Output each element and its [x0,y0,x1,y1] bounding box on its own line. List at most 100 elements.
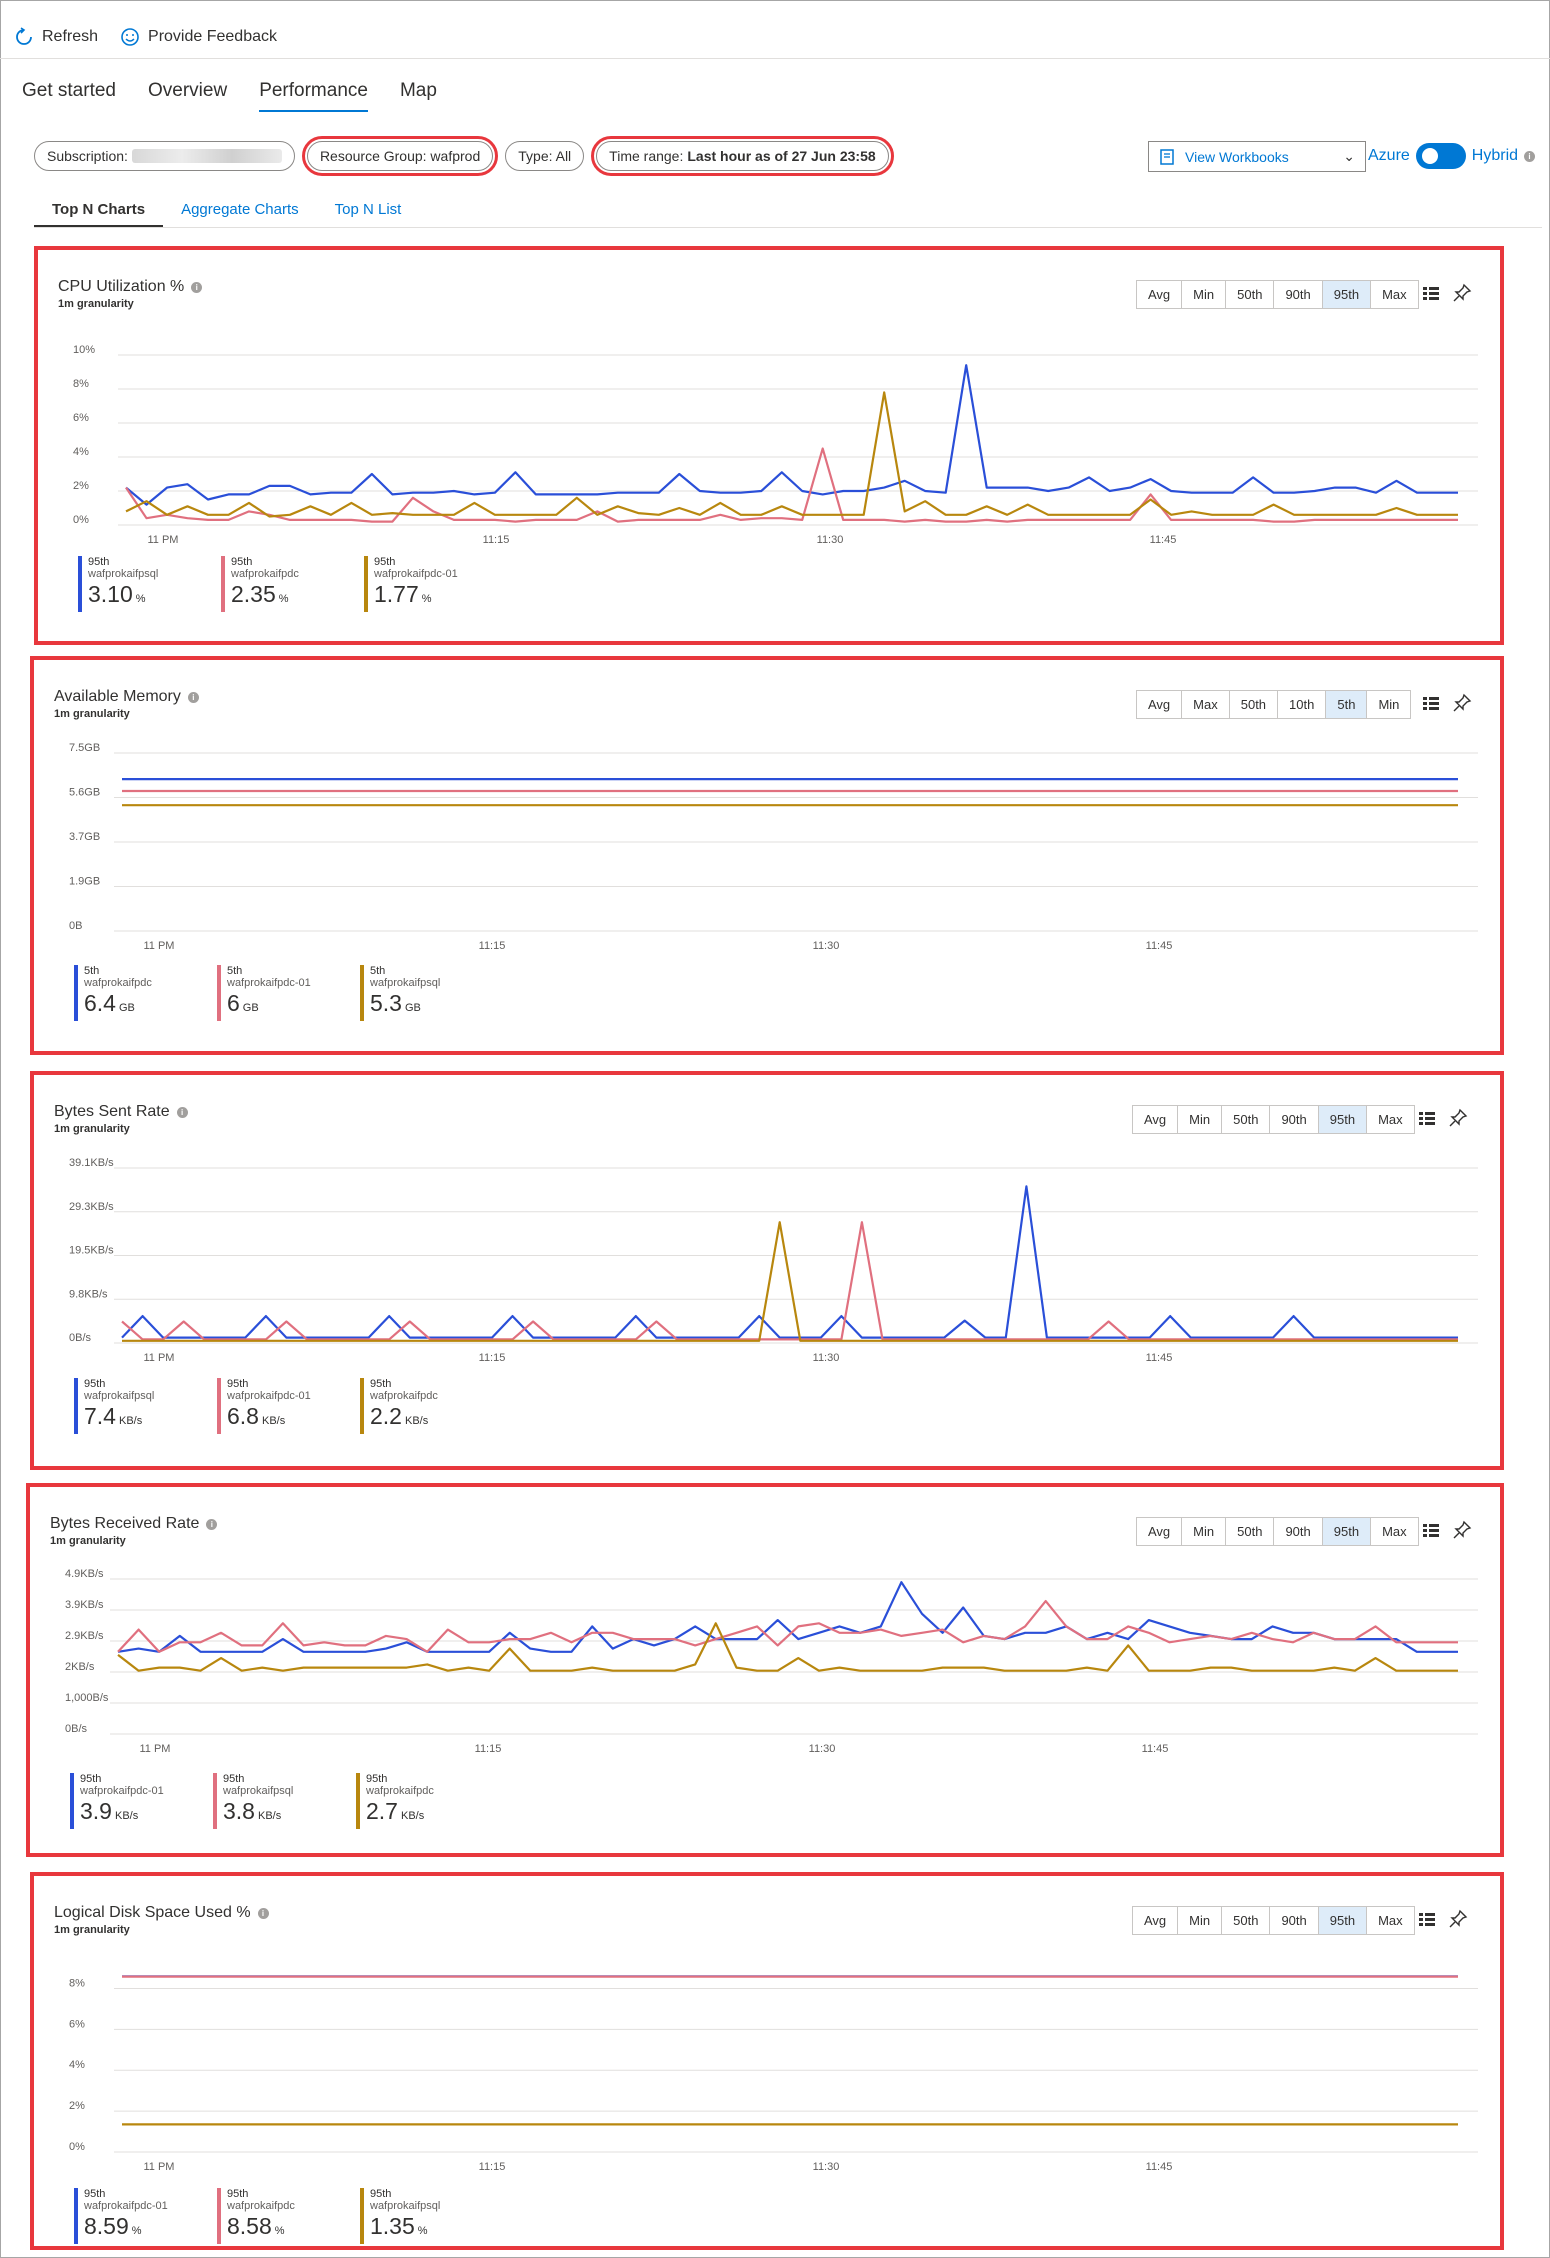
pin-icon[interactable] [1448,1909,1468,1929]
pin-icon[interactable] [1452,1520,1472,1540]
legend-item[interactable]: 95th wafprokaifpdc-01 3.9 KB/s [70,1773,213,1829]
subtab-aggregate-charts[interactable]: Aggregate Charts [181,201,299,218]
legend-item[interactable]: 95th wafprokaifpsql 3.10% [78,556,221,612]
azure-hybrid-toggle[interactable] [1415,143,1466,169]
legend-item[interactable]: 95th wafprokaifpsql 3.8 KB/s [213,1773,356,1829]
y-tick-label: 39.1KB/s [69,1157,114,1169]
aggregation-button-10th[interactable]: 10th [1278,691,1327,718]
list-view-icon[interactable] [1417,1909,1437,1929]
list-view-icon[interactable] [1417,1108,1437,1128]
legend-item[interactable]: 95th wafprokaifpdc-01 1.77% [364,556,507,612]
legend-unit: % [417,2225,428,2237]
refresh-button[interactable]: Refresh [14,27,98,47]
x-tick-label: 11:15 [479,1352,506,1364]
x-tick-label: 11 PM [144,1352,175,1364]
legend-item[interactable]: 95th wafprokaifpdc-01 6.8 KB/s [217,1378,360,1434]
aggregation-button-min[interactable]: Min [1182,281,1227,308]
pin-icon[interactable] [1452,693,1472,713]
y-tick-label: 7.5GB [69,742,100,754]
legend-item[interactable]: 5th wafprokaifpdc-01 6 GB [217,965,360,1021]
aggregation-button-50th[interactable]: 50th [1226,1518,1275,1545]
aggregation-button-95th[interactable]: 95th [1318,1907,1368,1934]
legend-item[interactable]: 95th wafprokaifpdc 2.7 KB/s [356,1773,499,1829]
aggregation-button-min[interactable]: Min [1367,691,1411,718]
aggregation-button-max[interactable]: Max [1371,1518,1418,1545]
aggregation-button-max[interactable]: Max [1367,1106,1414,1133]
x-tick-label: 11:45 [1146,2161,1173,2173]
legend-unit: KB/s [257,1810,282,1822]
legend-item[interactable]: 5th wafprokaifpdc 6.4 GB [74,965,217,1021]
aggregation-button-min[interactable]: Min [1178,1907,1223,1934]
tab-map[interactable]: Map [399,80,437,101]
list-view-icon[interactable] [1421,693,1441,713]
aggregation-button-avg[interactable]: Avg [1133,1106,1179,1133]
legend-item[interactable]: 95th wafprokaifpdc 8.58% [217,2188,360,2244]
legend-item[interactable]: 5th wafprokaifpsql 5.3 GB [360,965,503,1021]
legend-item[interactable]: 95th wafprokaifpdc-01 8.59% [74,2188,217,2244]
aggregation-button-95th[interactable]: 95th [1322,281,1372,308]
tab-performance[interactable]: Performance [259,80,368,112]
aggregation-button-95th[interactable]: 95th [1318,1106,1368,1133]
legend-item[interactable]: 95th wafprokaifpsql 7.4 KB/s [74,1378,217,1434]
aggregation-button-min[interactable]: Min [1182,1518,1227,1545]
y-tick-label: 9.8KB/s [69,1288,108,1300]
legend-value: 3.10 [88,581,133,607]
tab-get-started[interactable]: Get started [22,80,116,101]
chart-panel: CPU Utilization % i 1m granularity Avg Min 50… [34,246,1504,645]
aggregation-button-max[interactable]: Max [1371,281,1418,308]
time-range-label: Time range: [609,148,684,164]
refresh-icon [16,27,32,45]
aggregation-button-5th[interactable]: 5th [1326,691,1368,718]
legend-item[interactable]: 95th wafprokaifpdc 2.35% [221,556,364,612]
subtab-top-n-list[interactable]: Top N List [334,201,402,218]
granularity-label: 1m granularity [54,1123,130,1135]
legend-unit: KB/s [400,1810,425,1822]
type-filter[interactable]: Type: All [505,141,585,171]
subscription-filter[interactable]: Subscription: [34,141,295,171]
aggregation-button-max[interactable]: Max [1367,1907,1414,1934]
info-icon: i [206,1518,218,1530]
y-tick-label: 8% [69,1977,85,1989]
resource-group-filter[interactable]: Resource Group: wafprod [301,136,499,176]
line-chart: 8% 6% 4% 2% 0% 11 PM 11:15 11:30 11:45 [69,1975,1478,2173]
tab-overview[interactable]: Overview [148,80,228,101]
feedback-label: Provide Feedback [148,28,277,45]
legend-percentile: 95th [374,556,396,568]
aggregation-button-avg[interactable]: Avg [1133,1907,1179,1934]
list-view-icon[interactable] [1421,283,1441,303]
aggregation-button-90th[interactable]: 90th [1270,1907,1319,1934]
aggregation-button-avg[interactable]: Avg [1137,281,1183,308]
series-line-wafprokaifpsql [121,1185,1458,1339]
x-tick-label: 11:15 [483,534,510,546]
aggregation-button-50th[interactable]: 50th [1222,1907,1271,1934]
chart-legend: 5th wafprokaifpdc 6.4 GB 5th wafprokaifpdc-01… [74,965,503,1021]
aggregation-button-50th[interactable]: 50th [1229,691,1279,718]
y-tick-label: 6% [69,2018,85,2030]
x-tick-label: 11:15 [475,1743,502,1755]
x-tick-label: 11:45 [1142,1743,1169,1755]
legend-item[interactable]: 95th wafprokaifpdc 2.2 KB/s [360,1378,503,1434]
legend-percentile: 5th [370,965,386,977]
aggregation-button-max[interactable]: Max [1182,691,1230,718]
legend-unit: GB [242,1002,259,1014]
aggregation-button-90th[interactable]: 90th [1274,281,1323,308]
aggregation-button-min[interactable]: Min [1178,1106,1223,1133]
subtab-top-n-charts[interactable]: Top N Charts [34,198,164,227]
view-workbooks-dropdown[interactable]: View Workbooks ⌄ [1148,141,1366,172]
pin-icon[interactable] [1452,283,1472,303]
aggregation-button-90th[interactable]: 90th [1274,1518,1323,1545]
aggregation-button-avg[interactable]: Avg [1137,1518,1183,1545]
pin-icon[interactable] [1448,1108,1468,1128]
aggregation-button-50th[interactable]: 50th [1222,1106,1271,1133]
time-range-filter[interactable]: Time range: Last hour as of 27 Jun 23:58 [591,136,894,176]
aggregation-button-95th[interactable]: 95th [1322,1518,1372,1545]
aggregation-button-avg[interactable]: Avg [1137,691,1183,718]
aggregation-button-90th[interactable]: 90th [1270,1106,1319,1133]
x-tick-label: 11:30 [809,1743,836,1755]
chart-title-text: Bytes Sent Rate [54,1103,170,1120]
aggregation-button-50th[interactable]: 50th [1226,281,1275,308]
list-view-icon[interactable] [1421,1520,1441,1540]
feedback-button[interactable]: Provide Feedback [120,27,277,47]
legend-color-bar [364,556,368,612]
legend-item[interactable]: 95th wafprokaifpsql 1.35% [360,2188,503,2244]
